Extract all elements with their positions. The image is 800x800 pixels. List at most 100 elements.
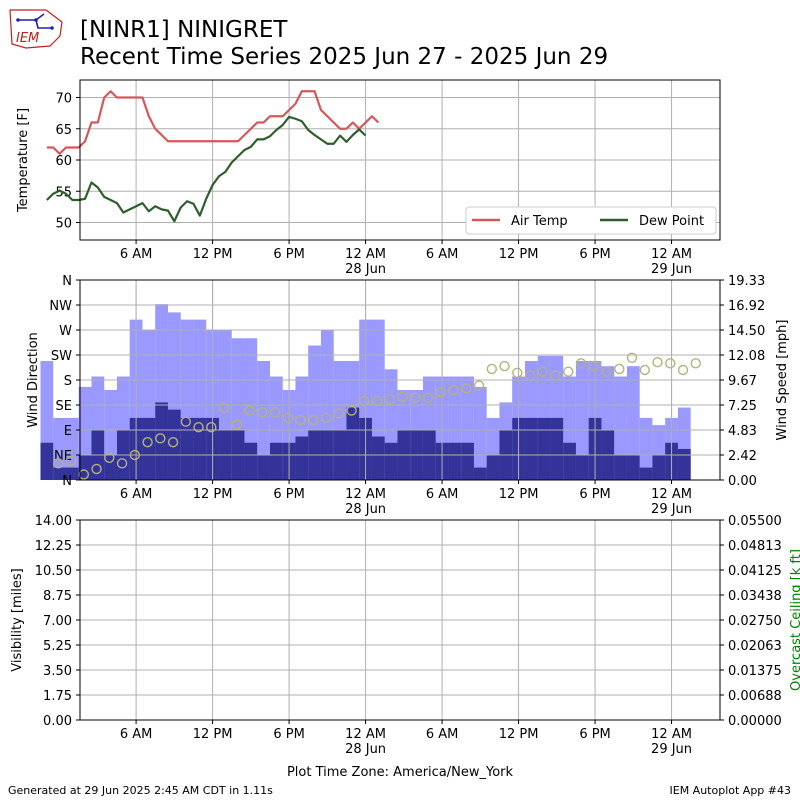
wind-direction-point [193,422,204,433]
wind-direction-point [448,384,459,396]
visibility-tick-label: 7.00 [43,614,72,629]
wind-direction-point [410,392,421,403]
logo-dot [16,18,20,22]
legend-dew-point-label: Dew Point [639,214,704,229]
wind-speed-bar [65,467,79,480]
wind-direction-point [652,357,663,368]
x-tick-label: 6 AM [120,487,153,502]
x-tick-label: 6 AM [426,487,459,502]
wind-direction-point [244,405,255,416]
wind-direction-point [524,370,536,381]
ceiling-tick-label: 0.04125 [728,564,782,579]
wind-speed-bar [384,442,398,480]
wind-speed-bar [550,417,564,480]
wind-direction-axis-label: Wind Direction [26,332,41,428]
speed-tick-label: 12.08 [728,349,765,364]
logo-text: IEM [16,31,39,46]
direction-tick-label: SW [51,349,72,364]
app-footer: IEM Autoplot App #43 [669,784,792,797]
x-tick-date-label: 29 Jun [651,742,692,757]
speed-tick-label: 14.50 [728,324,765,339]
x-tick-date-label: 29 Jun [651,262,692,277]
wind-speed-bar [269,442,283,480]
wind-speed-bar [295,436,309,480]
wind-direction-point [65,455,77,466]
wind-direction-point [206,422,217,433]
wind-direction-point [677,364,689,376]
wind-speed-bar [371,436,385,480]
x-tick-label: 6 AM [120,247,153,262]
logo-dot [50,26,54,30]
x-tick-label: 12 PM [193,727,233,742]
plot-frame [79,519,721,721]
direction-tick-label: N [62,274,72,289]
wind-speed-bar [626,455,640,480]
x-tick-label: 12 AM [651,727,692,742]
wind-speed-bar [486,455,500,480]
wind-direction-point [639,364,650,376]
temperature-axis-label: Temperature [F] [16,108,31,213]
speed-tick-label: 9.67 [728,374,757,389]
wind-speed-bar [53,467,66,480]
plot-frame [79,279,721,481]
direction-tick-label: N [62,474,72,489]
wind-direction-point [422,392,434,403]
wind-speed-bar [104,455,117,480]
wind-speed-bar [167,409,181,480]
wind-direction-point [116,458,128,469]
wind-speed-bar [448,442,462,480]
direction-tick-label: NE [54,449,72,464]
wind-direction-point [588,360,599,372]
wind-direction-point [486,363,497,375]
x-tick-label: 12 AM [345,247,386,262]
visibility-tick-label: 12.25 [35,539,72,554]
speed-tick-label: 16.92 [728,299,765,314]
x-tick-date-label: 28 Jun [345,742,386,757]
wind-direction-point [295,414,306,426]
visibility-tick-label: 1.75 [43,689,72,704]
x-tick-label: 6 PM [579,247,610,262]
ceiling-tick-label: 0.03438 [728,589,782,604]
wind-direction-point [308,414,319,426]
x-tick-label: 12 PM [499,727,539,742]
x-tick-label: 12 PM [499,247,539,262]
wind-direction-point [397,391,408,402]
wind-speed-bar [524,417,538,480]
wind-direction-point [333,408,345,419]
x-tick-label: 12 AM [345,487,386,502]
legend-box [465,206,717,235]
y-tick-label: 60 [55,154,72,169]
temperature-legend [465,206,717,235]
visibility-tick-label: 0.00 [43,714,72,729]
wind-direction-point [537,366,548,377]
wind-direction-point [218,402,230,413]
iem-logo: IEM [9,9,63,49]
wind-direction-point [499,360,510,372]
wind-direction-point [282,412,294,423]
wind-direction-point [359,395,370,407]
wind-gust-bar [614,376,627,480]
wind-direction-point [601,366,612,377]
x-tick-date-label: 28 Jun [345,502,386,517]
x-tick-label: 6 PM [273,487,304,502]
x-tick-label: 12 PM [499,487,539,502]
wind-speed-bar [677,448,691,480]
visibility-tick-label: 3.50 [43,664,72,679]
wind-speed-axis-label: Wind Speed [mph] [775,320,790,441]
wind-direction-point [91,463,102,475]
x-tick-label: 12 PM [193,487,233,502]
wind-speed-bar [40,442,54,480]
wind-direction-point [614,363,625,375]
wind-direction-point [320,412,332,423]
x-tick-label: 6 PM [273,727,304,742]
ceiling-tick-label: 0.05500 [728,514,782,529]
ceiling-tick-label: 0.02750 [728,614,782,629]
y-tick-label: 70 [55,92,72,107]
ceiling-tick-label: 0.01375 [728,664,782,679]
wind-direction-point [473,380,485,391]
direction-tick-label: E [64,424,72,439]
visibility-tick-label: 8.75 [43,589,72,604]
x-tick-label: 6 AM [426,727,459,742]
wind-speed-bar [652,455,666,480]
wind-direction-point [550,370,561,381]
